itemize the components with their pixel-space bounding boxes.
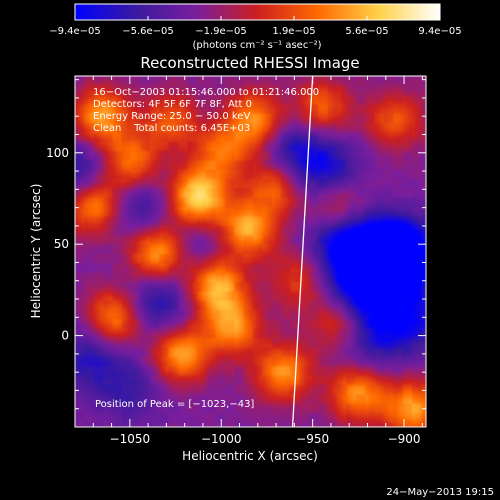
colorbar-ticks (74, 16, 441, 20)
y-tick-label: 0 (61, 329, 69, 343)
peak-position-label: Position of Peak = [−1023,−43] (95, 399, 254, 410)
x-tick-label: −1000 (201, 432, 242, 446)
y-axis-label: Heliocentric Y (arcsec) (29, 184, 43, 319)
info-energy-range: Energy Range: 25.0 − 50.0 keV (93, 111, 250, 122)
colorbar-unit-label: (photons cm⁻² s⁻¹ asec⁻²) (192, 40, 321, 51)
info-clean-counts: Clean Total counts: 6.45E+03 (93, 123, 250, 134)
heatmap-image (75, 76, 426, 427)
colorbar-tick-label: −9.4e−05 (49, 26, 101, 37)
y-tick-label: 100 (46, 146, 69, 160)
info-time-range: 16−Oct−2003 01:15:46.000 to 01:21:46.000 (93, 87, 319, 98)
x-axis-label: Heliocentric X (arcsec) (182, 449, 318, 463)
plot-frame (74, 75, 427, 428)
footer-date: 24−May−2013 19:15 (386, 487, 494, 498)
x-tick-label: −900 (388, 432, 421, 446)
colorbar-tick-label: 5.6e−05 (345, 26, 388, 37)
colorbar-tick-label: 1.9e−05 (272, 26, 315, 37)
x-tick-label: −950 (296, 432, 329, 446)
info-detectors: Detectors: 4F 5F 6F 7F 8F, Att 0 (93, 99, 252, 110)
x-tick-label: −1050 (110, 432, 151, 446)
colorbar (74, 3, 441, 21)
solar-limb-line (291, 75, 314, 428)
y-tick-label: 50 (54, 237, 69, 251)
colorbar-tick-label: 9.4e−05 (418, 26, 461, 37)
chart-title: Reconstructed RHESSI Image (140, 54, 359, 72)
colorbar-tick-label: −1.9e−05 (195, 26, 247, 37)
colorbar-tick-label: −5.6e−05 (122, 26, 174, 37)
